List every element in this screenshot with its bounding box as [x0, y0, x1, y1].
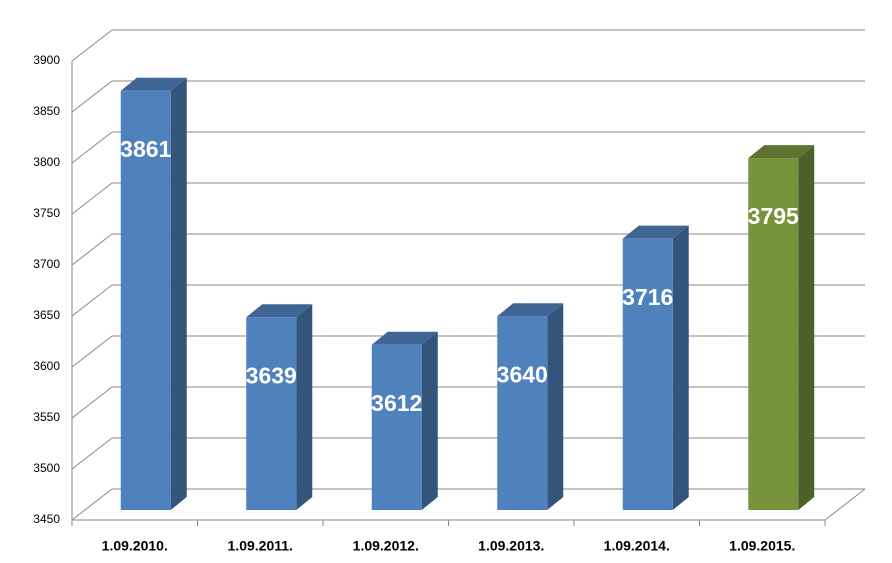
grid-line [71, 233, 113, 266]
y-tick-label: 3800 [33, 155, 60, 169]
y-tick-label: 3450 [33, 512, 60, 526]
x-tick-label: 1.09.2012. [353, 538, 419, 554]
y-tick-label: 3550 [33, 410, 60, 424]
value-label: 3612 [371, 390, 422, 416]
value-label: 3640 [497, 361, 548, 387]
y-tick-label: 3850 [33, 104, 60, 118]
bar-side [798, 145, 815, 510]
x-tick-label: 1.09.2014. [604, 538, 670, 554]
y-tick-label: 3650 [33, 308, 60, 322]
grid-line [71, 131, 113, 164]
bar-side [170, 77, 187, 510]
bar-side [672, 225, 689, 510]
bar-side [547, 303, 564, 510]
y-tick-label: 3750 [33, 206, 60, 220]
bar-top [622, 225, 689, 239]
grid-line [71, 80, 113, 113]
bar-side [296, 304, 313, 510]
bar [622, 238, 673, 510]
grid-line [71, 335, 113, 368]
grid-line [71, 386, 113, 419]
grid-line [71, 29, 113, 62]
bar [497, 316, 548, 510]
grid-line [71, 437, 113, 470]
y-tick-label: 3900 [33, 53, 60, 67]
y-tick-label: 3600 [33, 359, 60, 373]
value-label: 3861 [120, 136, 171, 162]
x-tick-label: 1.09.2015. [729, 538, 795, 554]
x-tick-label: 1.09.2013. [478, 538, 544, 554]
bar-top [246, 304, 313, 318]
bar-top [748, 145, 815, 159]
floor-line [824, 488, 866, 521]
y-tick-label: 3700 [33, 257, 60, 271]
bar-top [120, 77, 187, 91]
bar-top [497, 303, 564, 317]
y-tick-label: 3500 [33, 461, 60, 475]
value-label: 3716 [622, 284, 673, 310]
x-tick-label: 1.09.2010. [102, 538, 168, 554]
bar [246, 317, 297, 510]
bar [748, 158, 799, 510]
bar-top [371, 331, 438, 345]
value-label: 3639 [246, 362, 297, 388]
x-tick-label: 1.09.2011. [228, 538, 293, 554]
bar-side [421, 331, 438, 510]
grid-line [71, 488, 113, 521]
value-label: 3795 [748, 203, 799, 229]
grid-line [71, 284, 113, 317]
bar [120, 90, 171, 510]
bar [371, 344, 422, 510]
grid-line [71, 182, 113, 215]
